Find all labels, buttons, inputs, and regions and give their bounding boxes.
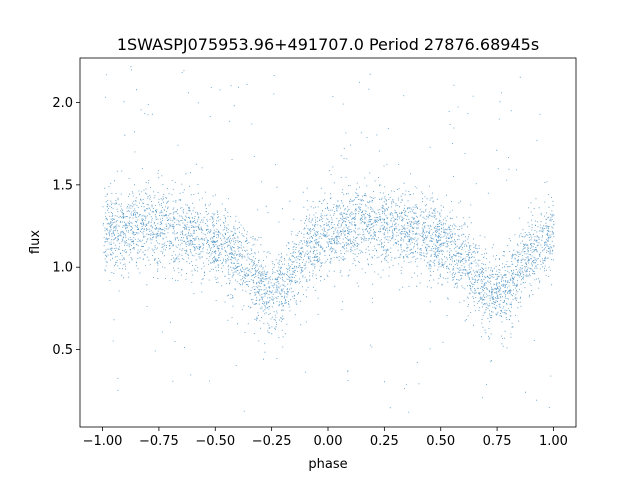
- data-points: [102, 66, 555, 413]
- x-tick-label: 0.75: [483, 434, 512, 449]
- y-tick-label: 0.5: [52, 343, 73, 358]
- x-axis-label: phase: [308, 457, 347, 472]
- y-tick-label: 2.0: [52, 96, 73, 111]
- y-tick-label: 1.0: [52, 261, 73, 276]
- scatter-points: [102, 66, 555, 413]
- y-axis-label: flux: [28, 230, 43, 254]
- y-tick-label: 1.5: [52, 178, 73, 193]
- x-tick-label: 0.25: [370, 434, 399, 449]
- x-axis: −1.00 −0.75 −0.50 −0.25 0.00 0.25 0.50 0.75 1.00: [83, 427, 568, 449]
- x-tick-label: 1.00: [539, 434, 568, 449]
- x-tick-label: −0.75: [139, 434, 179, 449]
- x-tick-label: 0.50: [426, 434, 455, 449]
- x-tick-label: 0.00: [314, 434, 343, 449]
- y-axis: 0.5 1.0 1.5 2.0: [52, 96, 80, 358]
- x-tick-label: −1.00: [83, 434, 123, 449]
- chart-title: 1SWASPJ075953.96+491707.0 Period 27876.6…: [117, 35, 539, 54]
- plot-frame: [79, 57, 577, 428]
- x-tick-label: −0.50: [195, 434, 235, 449]
- x-tick-label: −0.25: [252, 434, 292, 449]
